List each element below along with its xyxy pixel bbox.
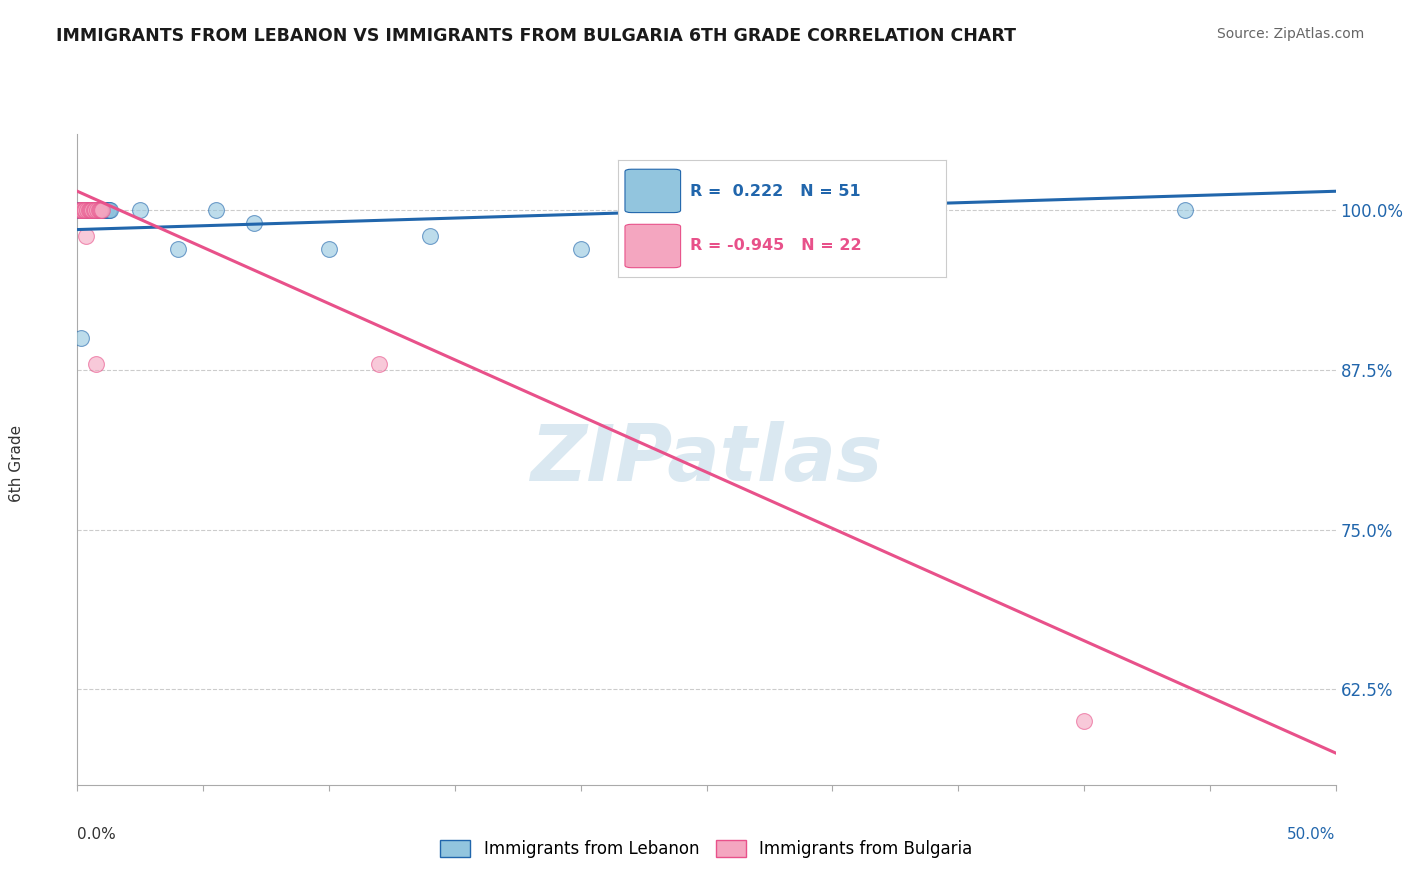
Point — [77, 203, 100, 218]
Point — [91, 203, 114, 218]
Point — [419, 229, 441, 244]
Point — [82, 203, 104, 218]
Point — [84, 203, 107, 218]
Point — [84, 203, 107, 218]
Legend: Immigrants from Lebanon, Immigrants from Bulgaria: Immigrants from Lebanon, Immigrants from… — [434, 833, 979, 864]
Point — [87, 203, 110, 218]
Point — [96, 203, 118, 218]
Point — [79, 203, 101, 218]
Point — [69, 203, 91, 218]
Point — [75, 203, 97, 218]
Point — [82, 203, 104, 218]
Point — [77, 203, 100, 218]
Point — [67, 203, 90, 218]
Point — [70, 203, 93, 218]
Point — [73, 203, 96, 218]
Point — [79, 203, 101, 218]
Point — [97, 203, 120, 218]
Point — [93, 203, 115, 218]
Point — [129, 203, 152, 218]
Text: 50.0%: 50.0% — [1288, 827, 1336, 841]
Point — [72, 203, 94, 218]
Point — [91, 203, 114, 218]
Point — [73, 203, 96, 218]
Point — [86, 203, 108, 218]
Point — [79, 203, 101, 218]
Point — [67, 203, 90, 218]
Point — [84, 203, 107, 218]
Point — [87, 203, 110, 218]
Point — [368, 357, 391, 371]
Point — [75, 203, 97, 218]
Point — [167, 242, 190, 256]
Point — [204, 203, 226, 218]
Text: 0.0%: 0.0% — [77, 827, 117, 841]
Point — [70, 203, 93, 218]
Point — [86, 203, 108, 218]
Text: 6th Grade: 6th Grade — [10, 425, 24, 502]
Point — [83, 203, 105, 218]
Point — [242, 216, 264, 230]
Point — [80, 203, 103, 218]
Point — [89, 203, 111, 218]
Point — [67, 203, 90, 218]
Point — [76, 203, 98, 218]
Point — [90, 203, 112, 218]
Point — [72, 203, 94, 218]
Point — [77, 203, 100, 218]
Point — [80, 203, 103, 218]
Point — [90, 203, 112, 218]
Point — [75, 229, 97, 244]
Point — [96, 203, 118, 218]
Point — [72, 203, 94, 218]
Point — [83, 203, 105, 218]
Point — [82, 203, 104, 218]
Point — [98, 203, 121, 218]
Point — [1174, 203, 1197, 218]
Point — [94, 203, 117, 218]
Point — [69, 203, 91, 218]
Point — [318, 242, 340, 256]
Point — [72, 203, 94, 218]
Point — [70, 203, 93, 218]
Point — [73, 203, 96, 218]
Point — [76, 203, 98, 218]
Text: IMMIGRANTS FROM LEBANON VS IMMIGRANTS FROM BULGARIA 6TH GRADE CORRELATION CHART: IMMIGRANTS FROM LEBANON VS IMMIGRANTS FR… — [56, 27, 1017, 45]
Point — [86, 203, 108, 218]
Point — [569, 242, 592, 256]
Point — [1073, 714, 1095, 728]
Point — [770, 242, 793, 256]
Point — [80, 203, 103, 218]
Point — [84, 357, 107, 371]
Point — [84, 203, 107, 218]
Point — [89, 203, 111, 218]
Point — [72, 203, 94, 218]
Point — [69, 203, 91, 218]
Point — [79, 203, 101, 218]
Point — [83, 203, 105, 218]
Point — [76, 203, 98, 218]
Text: Source: ZipAtlas.com: Source: ZipAtlas.com — [1216, 27, 1364, 41]
Point — [70, 331, 93, 345]
Text: ZIPatlas: ZIPatlas — [530, 421, 883, 498]
